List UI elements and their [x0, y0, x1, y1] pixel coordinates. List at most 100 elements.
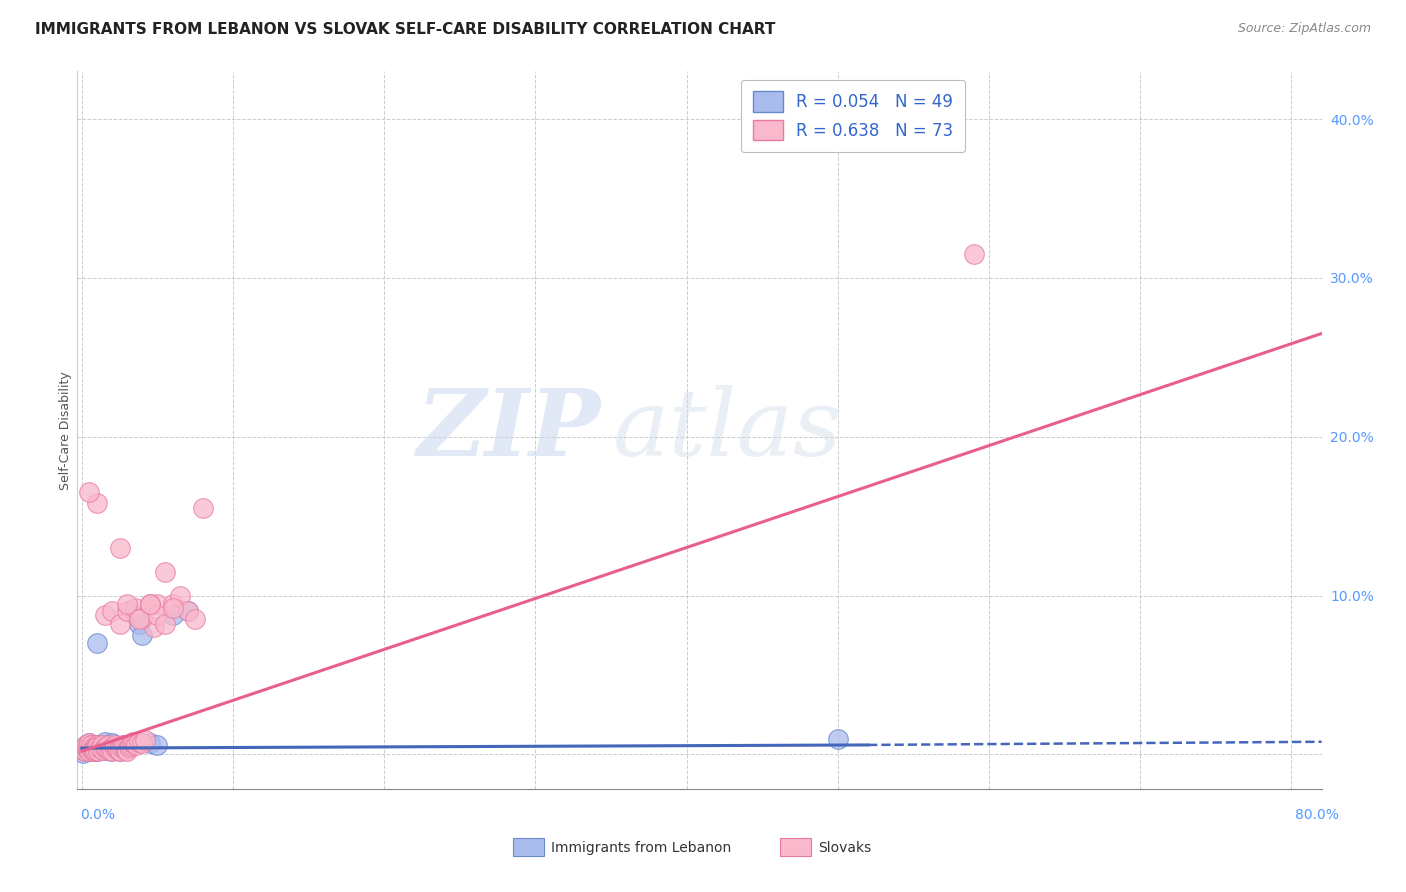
Point	[94, 738, 117, 752]
Point	[73, 744, 96, 758]
Point	[110, 739, 132, 754]
Point	[93, 735, 115, 749]
Point	[131, 611, 153, 625]
Point	[82, 742, 104, 756]
Point	[153, 565, 176, 579]
Point	[73, 739, 96, 754]
Point	[107, 742, 129, 756]
Point	[84, 742, 107, 756]
Point	[134, 733, 156, 747]
Point	[121, 736, 143, 750]
Point	[94, 739, 117, 754]
Point	[82, 742, 104, 756]
Point	[87, 744, 110, 758]
Point	[107, 742, 129, 756]
Point	[162, 601, 184, 615]
Point	[110, 739, 132, 754]
Text: atlas: atlas	[613, 385, 842, 475]
Point	[108, 744, 131, 758]
Point	[75, 738, 97, 752]
Point	[93, 741, 115, 756]
Point	[73, 744, 96, 758]
Point	[83, 741, 105, 756]
Point	[79, 744, 101, 758]
Point	[176, 605, 198, 619]
Point	[77, 739, 100, 754]
Point	[91, 741, 114, 756]
Point	[124, 601, 146, 615]
Point	[83, 744, 105, 758]
Point	[115, 597, 138, 611]
Point	[128, 612, 150, 626]
Point	[86, 636, 108, 650]
Point	[101, 605, 124, 619]
Point	[84, 742, 107, 756]
Point	[176, 605, 198, 619]
Point	[146, 607, 169, 622]
Point	[82, 739, 104, 754]
Point	[115, 741, 138, 756]
Point	[80, 738, 103, 752]
Point	[91, 742, 114, 756]
Point	[108, 744, 131, 758]
Text: Slovaks: Slovaks	[818, 841, 872, 855]
Point	[80, 738, 103, 752]
Point	[89, 741, 111, 756]
Point	[122, 735, 145, 749]
Point	[108, 541, 131, 555]
Point	[120, 738, 142, 752]
Point	[86, 739, 108, 754]
Point	[105, 741, 128, 756]
Point	[131, 736, 153, 750]
Point	[139, 598, 162, 612]
Point	[93, 739, 115, 754]
Text: Source: ZipAtlas.com: Source: ZipAtlas.com	[1237, 22, 1371, 36]
Point	[128, 735, 150, 749]
Point	[77, 742, 100, 756]
Point	[86, 739, 108, 754]
Point	[86, 738, 108, 752]
Point	[77, 742, 100, 756]
Point	[104, 738, 127, 752]
Point	[125, 738, 148, 752]
Text: ZIP: ZIP	[416, 385, 600, 475]
Point	[79, 736, 101, 750]
Point	[124, 607, 146, 622]
Text: Immigrants from Lebanon: Immigrants from Lebanon	[551, 841, 731, 855]
Point	[105, 741, 128, 756]
Point	[75, 741, 97, 756]
Point	[112, 741, 135, 756]
Legend: R = 0.054   N = 49, R = 0.638   N = 73: R = 0.054 N = 49, R = 0.638 N = 73	[741, 79, 965, 152]
Point	[120, 738, 142, 752]
Point	[72, 742, 94, 756]
Point	[83, 744, 105, 758]
Y-axis label: Self-Care Disability: Self-Care Disability	[59, 371, 72, 490]
Point	[75, 738, 97, 752]
Point	[73, 739, 96, 754]
Point	[191, 501, 214, 516]
Point	[146, 738, 169, 752]
Point	[97, 738, 120, 752]
Point	[80, 741, 103, 756]
Point	[87, 741, 110, 756]
Point	[80, 741, 103, 756]
Point	[100, 744, 122, 758]
Point	[103, 739, 125, 754]
Point	[139, 597, 162, 611]
Point	[162, 597, 184, 611]
Point	[83, 739, 105, 754]
Text: 80.0%: 80.0%	[1295, 808, 1339, 822]
Point	[111, 738, 134, 752]
Point	[98, 742, 121, 756]
Point	[104, 738, 127, 752]
Point	[124, 736, 146, 750]
Point	[86, 496, 108, 510]
Point	[146, 597, 169, 611]
Point	[184, 612, 207, 626]
Point	[114, 742, 136, 756]
Point	[101, 736, 124, 750]
Point	[89, 738, 111, 752]
Point	[90, 742, 112, 756]
Point	[112, 738, 135, 752]
Point	[72, 742, 94, 756]
